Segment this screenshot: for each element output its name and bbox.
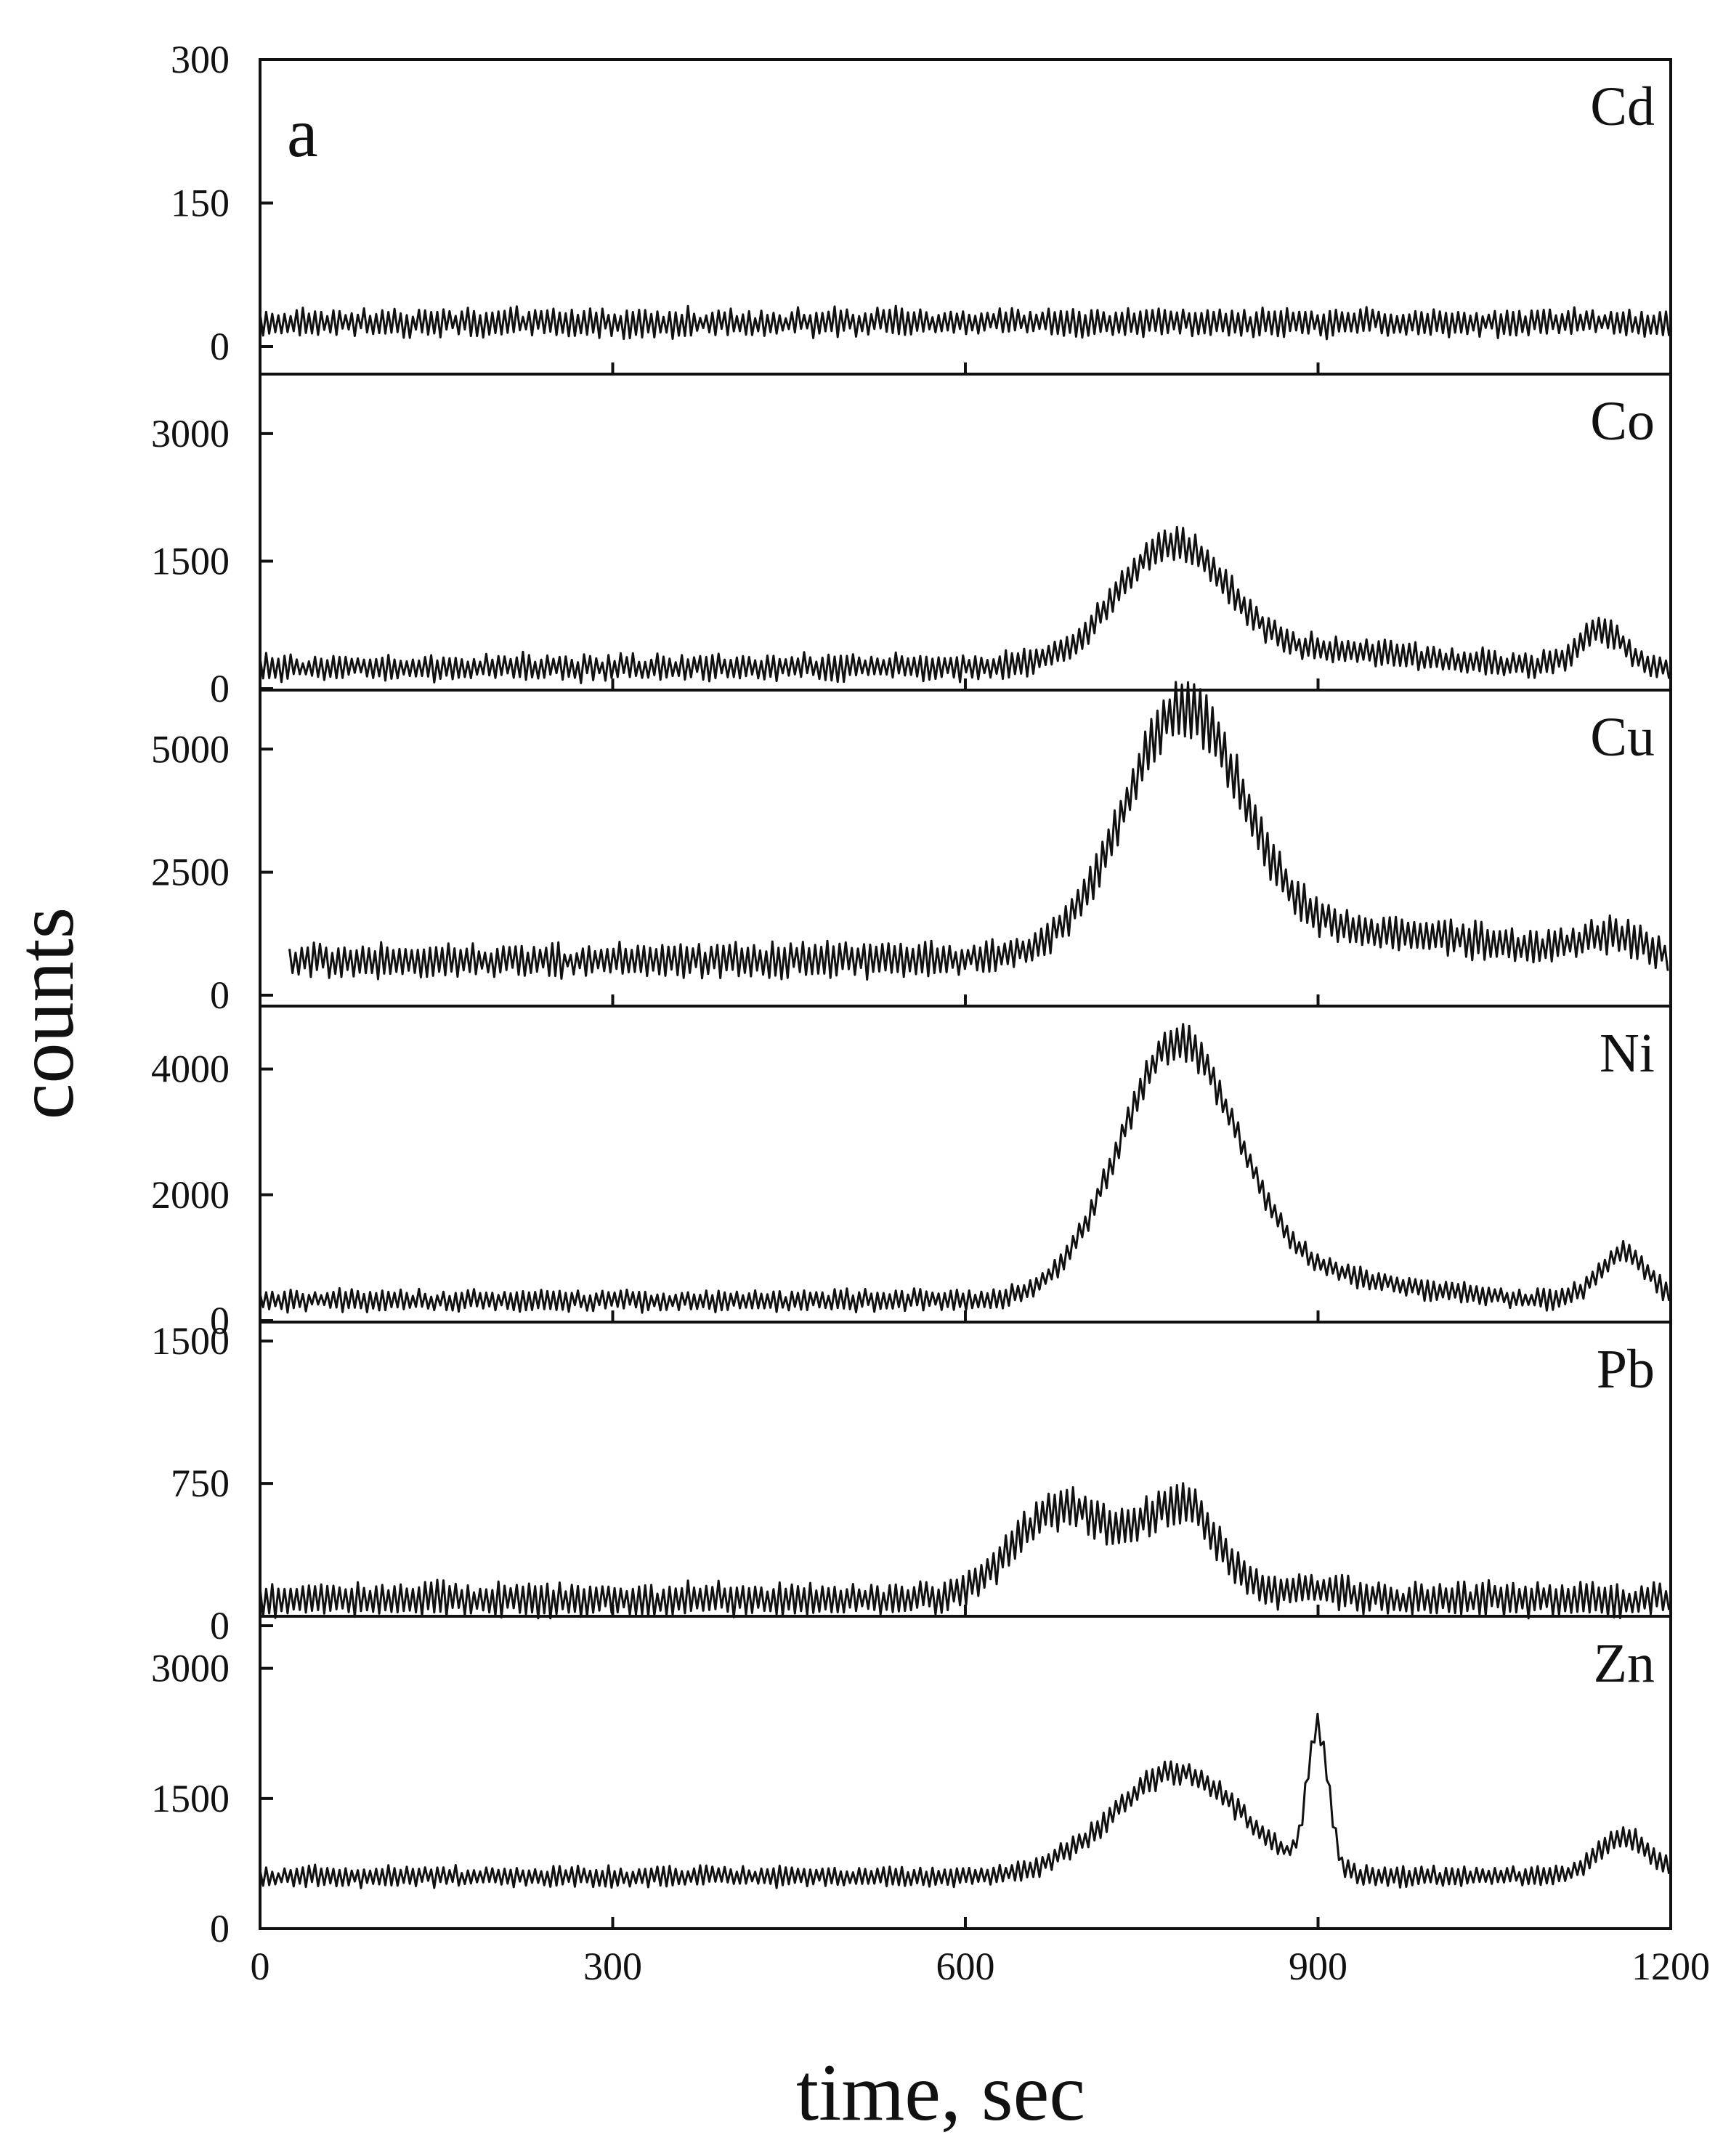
y-tick-label-cu-0: 0	[210, 973, 230, 1017]
panel-co: 0 1500 3000 Co	[151, 373, 1672, 710]
series-line-cu	[288, 681, 1669, 981]
series-label-cu: Cu	[1590, 707, 1655, 768]
y-tick-label-ni-1: 2000	[151, 1173, 230, 1217]
panel-pb: 0 750 1500 Pb	[151, 1319, 1672, 1648]
y-tick-label-ni-0: 0	[210, 1299, 230, 1342]
y-tick-label-co-1: 1500	[151, 539, 230, 583]
panel-zn: 0 1500 3000 Zn	[151, 1615, 1672, 1950]
y-tick-label-cd-2: 300	[171, 38, 230, 81]
y-tick-label-zn-1: 1500	[151, 1777, 230, 1820]
x-tick-label-4: 1200	[1631, 1945, 1710, 1988]
panel-letter: a	[287, 94, 318, 171]
series-label-pb: Pb	[1597, 1339, 1655, 1400]
x-tick-label-3: 900	[1289, 1945, 1347, 1988]
panel-cd: 0 150 300 Cd	[171, 38, 1672, 376]
y-tick-label-co-0: 0	[210, 667, 230, 710]
y-tick-label-cd-0: 0	[210, 325, 230, 368]
y-tick-label-pb-2: 1500	[151, 1319, 230, 1363]
series-label-ni: Ni	[1600, 1023, 1655, 1084]
y-tick-label-pb-0: 0	[210, 1604, 230, 1648]
panel-frame-ni	[259, 1005, 1672, 1324]
y-tick-label-ni-2: 4000	[151, 1047, 230, 1091]
x-tick-label-2: 600	[936, 1945, 995, 1988]
series-label-zn: Zn	[1594, 1633, 1655, 1694]
series-label-cd: Cd	[1590, 76, 1655, 137]
y-axis-title: counts	[1, 907, 91, 1119]
y-tick-label-cd-1: 150	[171, 182, 230, 225]
y-tick-label-zn-2: 3000	[151, 1647, 230, 1690]
x-tick-label-1: 300	[583, 1945, 642, 1988]
panel-frame-pb	[259, 1321, 1672, 1618]
y-tick-label-zn-0: 0	[210, 1907, 230, 1950]
y-tick-label-cu-1: 2500	[151, 851, 230, 894]
series-line-co	[259, 525, 1671, 684]
y-tick-label-pb-1: 750	[171, 1462, 230, 1505]
x-axis: 0 300 600 900 1200	[251, 1945, 1711, 1988]
series-line-ni	[259, 1023, 1671, 1314]
series-line-cd	[259, 304, 1671, 341]
x-axis-title: time, sec	[796, 2048, 1085, 2138]
panel-cu: 0 2500 5000 Cu	[151, 681, 1672, 1017]
x-tick-label-0: 0	[251, 1945, 270, 1988]
panel-ni: 0 2000 4000 Ni	[151, 1005, 1672, 1342]
series-label-co: Co	[1590, 391, 1655, 452]
y-tick-label-co-2: 3000	[151, 412, 230, 455]
panel-frame-co	[259, 373, 1672, 692]
series-line-pb	[259, 1482, 1671, 1620]
y-tick-label-cu-2: 5000	[151, 727, 230, 771]
series-line-zn	[259, 1712, 1671, 1889]
